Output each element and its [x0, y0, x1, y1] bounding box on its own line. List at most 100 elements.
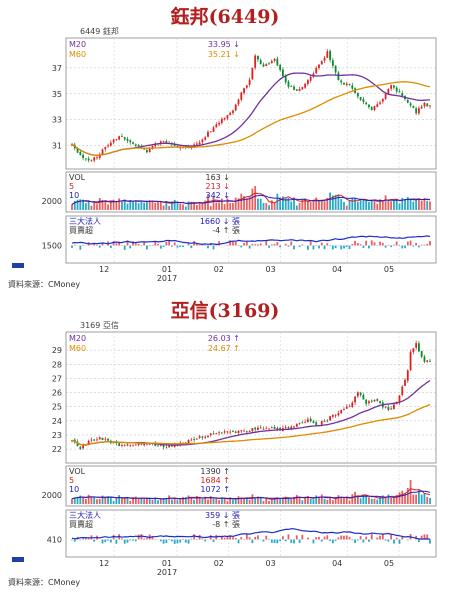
net-buy-bar	[365, 536, 368, 540]
candle-body	[279, 427, 282, 431]
volume-bar	[79, 495, 82, 504]
net-buy-bar	[417, 245, 420, 248]
candle-body	[146, 443, 148, 445]
net-buy-bar	[173, 242, 176, 246]
candle-body	[98, 437, 101, 440]
candle-body	[309, 418, 312, 422]
price-tick-label: 24	[52, 417, 62, 426]
volume-bar	[129, 500, 132, 504]
net-buy-bar	[162, 539, 165, 544]
net-buy-bar	[165, 241, 168, 246]
candle-body	[159, 445, 162, 446]
volume-bar	[273, 203, 276, 210]
volume-legend-label: VOL	[69, 467, 86, 476]
volume-bar	[240, 193, 243, 210]
candle-body	[109, 142, 112, 146]
volume-bar	[290, 201, 293, 210]
net-buy-bar	[334, 245, 337, 249]
month-tick-label: 05	[384, 265, 394, 274]
candle-body	[326, 420, 329, 422]
institutional-line	[71, 235, 431, 246]
net-buy-bar	[229, 535, 232, 540]
candle-body	[379, 102, 381, 104]
candle-body	[179, 147, 182, 149]
net-buy-bar	[284, 539, 287, 542]
net-buy-bar	[331, 245, 334, 250]
candle-body	[104, 438, 107, 440]
candle-body	[368, 104, 370, 108]
net-buy-bar	[298, 245, 301, 248]
net-buy-bar	[254, 244, 257, 246]
net-buy-bar	[87, 538, 90, 540]
volume-bar	[248, 499, 251, 504]
net-buy-bar	[426, 534, 429, 540]
price-tick-label: 22	[52, 445, 62, 454]
volume-bar	[268, 500, 270, 504]
net-buy-bar	[284, 243, 287, 246]
net-buy-bar	[209, 535, 212, 540]
candle-body	[201, 139, 204, 143]
candle-body	[123, 445, 126, 446]
net-buy-bar	[329, 245, 331, 247]
candle-body	[107, 145, 109, 147]
net-buy-bar	[107, 539, 109, 541]
volume-bar	[304, 198, 307, 210]
volume-bar	[154, 497, 157, 504]
candle-body	[265, 428, 268, 430]
volume-bar	[259, 498, 262, 504]
volume-bar	[179, 498, 182, 504]
volume-bar	[334, 497, 337, 504]
volume-bar	[179, 203, 182, 210]
candle-body	[134, 144, 137, 146]
volume-bar	[409, 480, 412, 504]
volume-bar	[157, 201, 159, 210]
net-buy-bar	[423, 244, 426, 246]
volume-bar	[201, 498, 204, 504]
volume-bar	[262, 500, 265, 504]
candle-body	[96, 439, 98, 441]
volume-bar	[423, 197, 426, 210]
candle-body	[323, 57, 326, 61]
candle-body	[148, 148, 151, 153]
net-buy-bar	[409, 240, 412, 246]
volume-bar	[90, 205, 93, 210]
candle-body	[168, 445, 171, 448]
volume-bar	[320, 199, 323, 210]
volume-bar	[220, 497, 223, 504]
price-tick-label: 25	[52, 403, 62, 412]
volume-bar	[279, 497, 282, 504]
net-buy-bar	[82, 244, 85, 246]
month-tick-label: 04	[332, 559, 342, 568]
stock-title: 鈺邦(6449)	[170, 6, 280, 28]
volume-bar	[118, 198, 121, 210]
net-buy-bar	[373, 242, 376, 246]
candle-body	[165, 447, 168, 449]
volume-bar	[398, 492, 401, 504]
candle-body	[417, 343, 420, 352]
volume-bar	[129, 199, 132, 210]
net-buy-bar	[323, 245, 326, 250]
volume-bar	[370, 200, 373, 210]
candle-body	[198, 436, 201, 438]
candle-body	[129, 444, 132, 446]
month-tick-label: 03	[266, 265, 276, 274]
volume-bar	[146, 201, 148, 210]
volume-bar	[259, 198, 262, 210]
net-buy-bar	[84, 538, 87, 540]
net-buy-bar	[265, 535, 268, 540]
net-buy-bar	[207, 245, 209, 249]
net-buy-bar	[381, 242, 384, 246]
net-buy-bar	[254, 536, 257, 540]
candle-body	[184, 442, 187, 444]
volume-bar	[279, 197, 282, 210]
net-buy-bar	[154, 241, 157, 246]
candle-body	[409, 351, 412, 371]
candle-body	[115, 442, 118, 444]
volume-bar	[98, 197, 101, 210]
volume-bar	[282, 498, 284, 504]
volume-bar	[412, 494, 415, 504]
volume-bar	[151, 499, 154, 504]
volume-bar	[293, 496, 295, 504]
net-buy-bar	[270, 539, 273, 543]
volume-bar	[112, 199, 115, 210]
